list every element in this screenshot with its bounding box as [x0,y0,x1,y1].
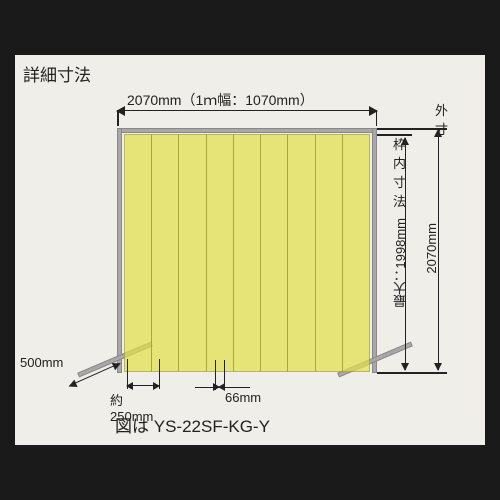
frame-right-post [372,128,377,373]
dim-top-line [117,110,377,111]
curtain-strip [342,134,370,372]
curtain-strips [125,134,370,372]
dim-inner-height-label: 最大：1998mm [391,218,410,308]
dim-strip-overlap-label: 66mm [225,390,261,405]
dim-ext-line [376,110,378,126]
dim-strip-pitch-prefix: 約 [110,393,123,408]
figure-caption: 図は YS-22SF-KG-Y [115,412,270,437]
curtain-strip [178,134,206,372]
page-background: 詳細寸法 2070mm（1ｍ幅：1070mm） 500mm 約250mm [15,55,485,445]
arrow-icon [218,383,225,391]
title: 詳細寸法 [23,61,91,86]
frame-left-post [117,128,122,373]
curtain-strip [151,134,179,372]
dim-outer-height-label: 2070mm [424,223,439,274]
dim-foot-depth-label: 500mm [20,355,63,370]
curtain-strip [260,134,288,372]
dim-top-width-label: 2070mm（1ｍ幅：1070mm） [127,90,314,110]
dim-ext-line [117,110,119,126]
caption-prefix: 図は [115,417,154,436]
caption-model: YS-22SF-KG-Y [154,417,270,436]
curtain-strip [287,134,315,372]
frame-top-rail [120,128,376,133]
curtain-strip [206,134,234,372]
curtain-strip [315,134,343,372]
dim-strip-pitch-line [127,385,159,386]
curtain-strip [124,134,152,372]
dimension-diagram: 2070mm（1ｍ幅：1070mm） 500mm 約250mm 66mm [65,110,455,430]
curtain-strip [233,134,261,372]
dim-ext-line [377,372,447,374]
